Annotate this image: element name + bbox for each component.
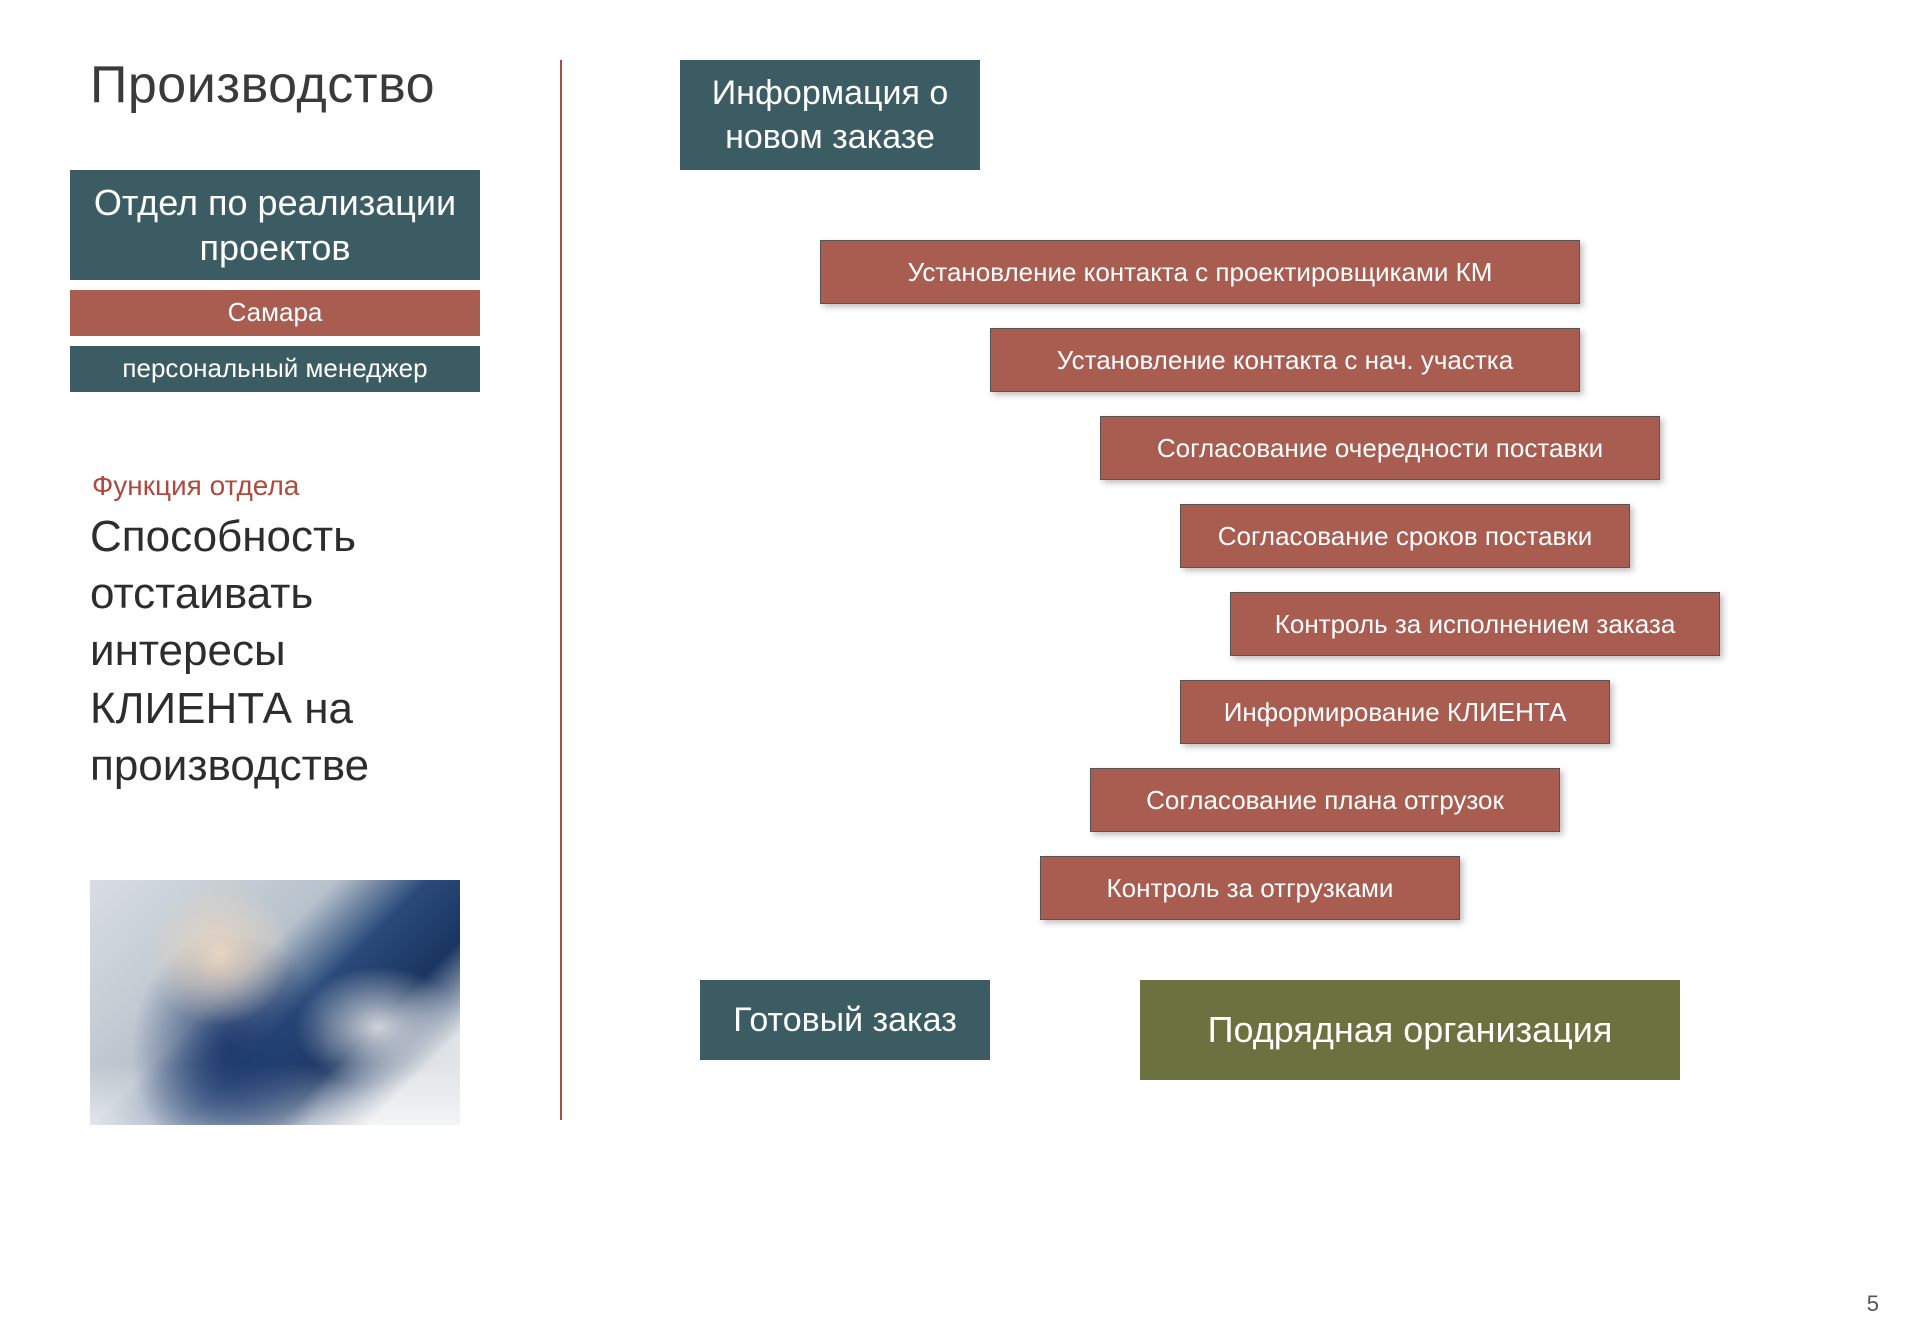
step-4-text: Согласование сроков поставки xyxy=(1218,521,1593,552)
step-1-text: Установление контакта с проектировщиками… xyxy=(908,257,1493,288)
info-line1: Информация о xyxy=(712,71,949,115)
step-1: Установление контакта с проектировщиками… xyxy=(820,240,1580,304)
city-text: Самара xyxy=(228,297,323,328)
manager-text: персональный менеджер xyxy=(122,353,427,384)
city-box: Самара xyxy=(70,290,480,336)
contractor-text: Подрядная организация xyxy=(1208,1009,1613,1051)
step-7: Согласование плана отгрузок xyxy=(1090,768,1560,832)
ready-box: Готовый заказ xyxy=(700,980,990,1060)
dept-box: Отдел по реализации проектов xyxy=(70,170,480,280)
function-label: Функция отдела xyxy=(92,470,299,502)
step-3-text: Согласование очередности поставки xyxy=(1157,433,1603,464)
manager-box: персональный менеджер xyxy=(70,346,480,392)
step-2-text: Установление контакта с нач. участка xyxy=(1057,345,1513,376)
step-8-text: Контроль за отгрузками xyxy=(1107,873,1394,904)
info-line2: новом заказе xyxy=(725,115,935,159)
dept-line1: Отдел по реализации xyxy=(94,180,456,225)
step-5: Контроль за исполнением заказа xyxy=(1230,592,1720,656)
step-5-text: Контроль за исполнением заказа xyxy=(1275,609,1676,640)
step-2: Установление контакта с нач. участка xyxy=(990,328,1580,392)
step-6-text: Информирование КЛИЕНТА xyxy=(1224,697,1567,728)
photo-placeholder xyxy=(90,880,460,1125)
step-7-text: Согласование плана отгрузок xyxy=(1146,785,1504,816)
step-8: Контроль за отгрузками xyxy=(1040,856,1460,920)
step-6: Информирование КЛИЕНТА xyxy=(1180,680,1610,744)
step-3: Согласование очередности поставки xyxy=(1100,416,1660,480)
page-title: Производство xyxy=(90,55,435,115)
ready-text: Готовый заказ xyxy=(733,1001,957,1040)
contractor-box: Подрядная организация xyxy=(1140,980,1680,1080)
function-body: Способность отстаивать интересы КЛИЕНТА … xyxy=(90,508,480,794)
vertical-divider xyxy=(560,60,562,1120)
info-box: Информация о новом заказе xyxy=(680,60,980,170)
dept-line2: проектов xyxy=(200,225,351,270)
page-number: 5 xyxy=(1867,1291,1879,1317)
step-4: Согласование сроков поставки xyxy=(1180,504,1630,568)
